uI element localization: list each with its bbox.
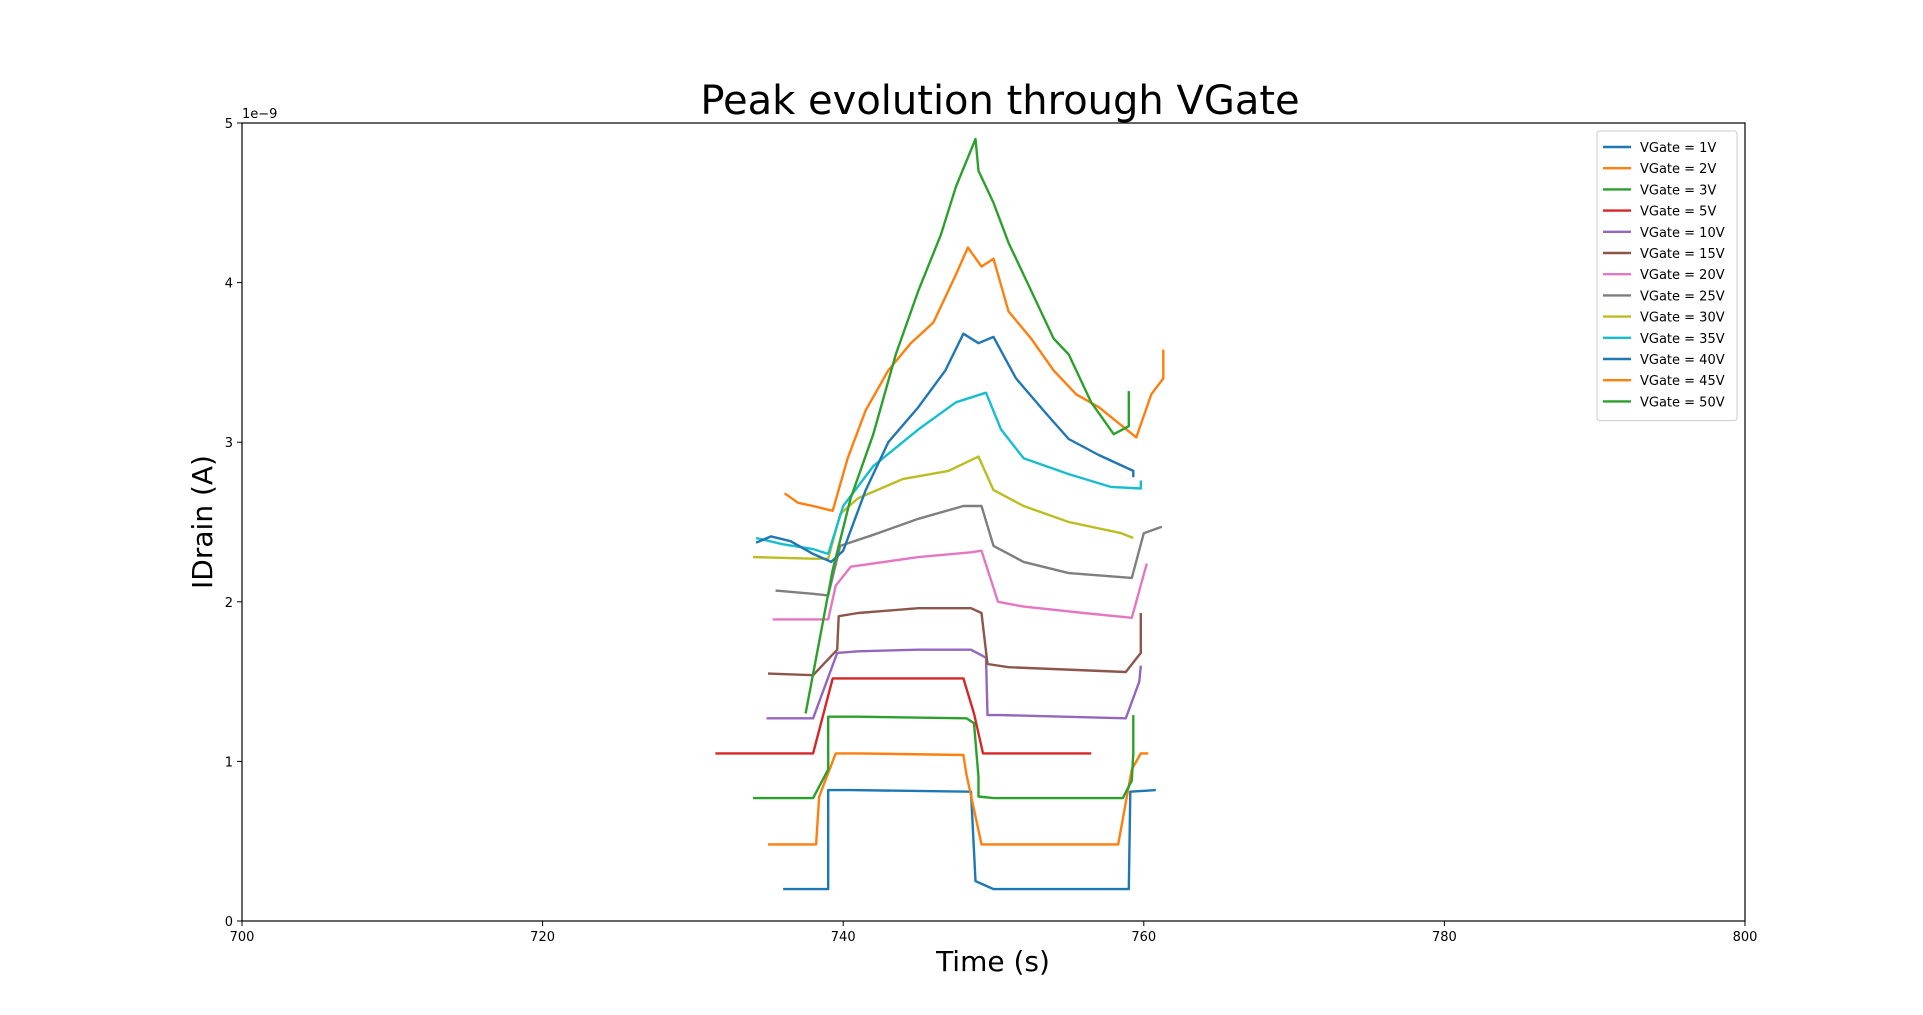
legend-label: VGate = 45V xyxy=(1640,374,1725,389)
series-line-13 xyxy=(804,137,1131,714)
y-axis: 0 1 2 3 4 5 xyxy=(225,117,242,930)
y-axis-multiplier: 1e−9 xyxy=(242,107,277,122)
y-tick-label: 1 xyxy=(225,755,233,770)
series-line-3 xyxy=(753,715,1135,800)
y-tick-label: 4 xyxy=(225,277,233,292)
legend-label: VGate = 50V xyxy=(1640,395,1725,410)
series-line-11 xyxy=(755,332,1135,564)
series-line-4 xyxy=(715,677,1092,755)
series-line-6 xyxy=(767,607,1143,677)
legend-label: VGate = 30V xyxy=(1640,311,1725,326)
y-tick-label: 5 xyxy=(225,117,233,132)
legend-label: VGate = 1V xyxy=(1640,141,1716,156)
series-line-8 xyxy=(775,504,1163,597)
legend: VGate = 1V VGate = 2V VGate = 3V VGate = 5V… xyxy=(1596,130,1738,422)
series-line-12 xyxy=(783,246,1165,512)
legend-label: VGate = 35V xyxy=(1640,332,1725,347)
x-tick-label: 700 xyxy=(230,930,255,945)
legend-label: VGate = 20V xyxy=(1640,268,1725,283)
series-line-10 xyxy=(755,391,1143,556)
y-axis-label: IDrain (A) xyxy=(186,455,219,589)
x-tick-label: 780 xyxy=(1432,930,1457,945)
y-tick-label: 0 xyxy=(225,915,233,930)
x-tick-label: 800 xyxy=(1733,930,1758,945)
x-tick-label: 760 xyxy=(1131,930,1156,945)
legend-label: VGate = 25V xyxy=(1640,289,1725,304)
series-lines xyxy=(715,137,1165,891)
legend-label: VGate = 40V xyxy=(1640,353,1725,368)
x-axis-label: Time (s) xyxy=(935,945,1050,978)
x-axis: 700 720 740 760 780 800 xyxy=(230,921,1758,945)
series-line-1 xyxy=(783,788,1156,891)
x-tick-label: 720 xyxy=(530,930,555,945)
legend-label: VGate = 2V xyxy=(1640,162,1716,177)
legend-label: VGate = 10V xyxy=(1640,226,1725,241)
plot-frame xyxy=(241,122,1746,922)
y-tick-label: 3 xyxy=(225,436,233,451)
series-line-7 xyxy=(772,549,1148,621)
chart-title: Peak evolution through VGate xyxy=(700,78,1299,124)
series-line-9 xyxy=(752,455,1134,560)
legend-box xyxy=(1596,130,1738,422)
legend-label: VGate = 3V xyxy=(1640,183,1716,198)
x-tick-label: 740 xyxy=(831,930,856,945)
legend-label: VGate = 15V xyxy=(1640,247,1725,262)
series-line-5 xyxy=(766,648,1142,720)
y-tick-label: 2 xyxy=(225,596,233,611)
legend-label: VGate = 5V xyxy=(1640,205,1716,220)
